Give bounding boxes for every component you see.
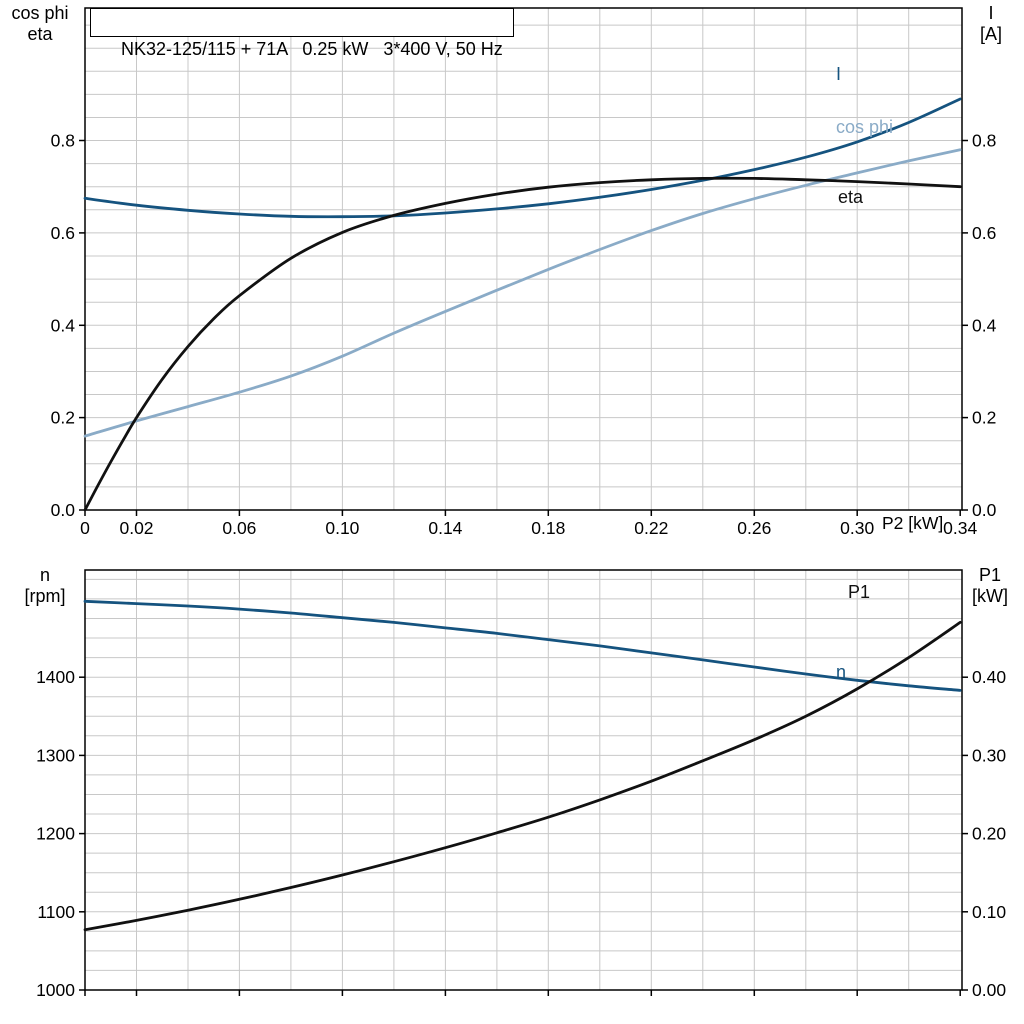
curve-label-current: I [836, 64, 842, 84]
y-tick-label-left: 1400 [36, 667, 75, 687]
curve-eta [83, 176, 962, 512]
curve-cos-phi [83, 148, 962, 438]
chart-title: NK32-125/115 + 71A 0.25 kW 3*400 V, 50 H… [121, 39, 503, 59]
bottom-left-axis-title: n [rpm] [10, 565, 80, 607]
y-tick-label-left: 0.4 [51, 315, 76, 335]
y-tick-label-left: 0.8 [51, 131, 75, 151]
y-tick-label-left: 1200 [36, 824, 75, 844]
left-axis-title-line2: eta [27, 24, 53, 44]
left-axis-title-line1: cos phi [11, 3, 69, 23]
top-left-axis-title: cos phi eta [2, 3, 78, 45]
top-right-axis-title: I [A] [968, 3, 1014, 45]
curve-label-n: n [836, 662, 847, 682]
x-tick-label: 0.18 [531, 518, 565, 538]
y-tick-label-right: 0.6 [972, 223, 996, 243]
plot-frame [84, 569, 963, 991]
y-tick-label-right: 0.4 [972, 315, 997, 335]
y-tick-label-right: 0.10 [972, 902, 1006, 922]
y-tick-label-left: 0.2 [51, 408, 75, 428]
y-tick-label-left: 1100 [37, 902, 75, 922]
rpm-axis-title-line1: n [39, 565, 50, 585]
y-tick-label-left: 1000 [36, 980, 75, 1000]
right-axis-title-line1: I [988, 3, 994, 23]
curve-P1 [83, 621, 962, 932]
p1-axis-title-line1: P1 [978, 565, 1002, 585]
bottom-chart: 1000 1100 1200 1300 1400 0.00 0.10 0.20 0.30 0.40 [36, 569, 1006, 1000]
right-axis-title-line2: [A] [979, 24, 1002, 44]
x-tick-label: 0.26 [737, 518, 771, 538]
p1-axis-title-line2: [kW] [972, 586, 1008, 606]
x-tick-label: 0.02 [119, 518, 153, 538]
y-tick-label-left: 1300 [36, 745, 75, 765]
y-tick-label-left: 0.6 [51, 223, 75, 243]
x-tick-label: 0.30 [840, 518, 874, 538]
x-tick-label: 0.06 [222, 518, 256, 538]
bottom-right-axis-title: P1 [kW] [964, 565, 1016, 607]
y-tick-label-right: 0.0 [972, 500, 997, 520]
y-tick-label-right: 0.20 [972, 824, 1006, 844]
y-tick-label-right: 0.30 [972, 745, 1006, 765]
x-tick-label: 0.10 [325, 518, 359, 538]
curve-n [83, 599, 962, 692]
x-tick-label: 0.34 [943, 518, 977, 538]
y-tick-label-right: 0.40 [972, 667, 1006, 687]
x-tick-label: 0.22 [634, 518, 668, 538]
rpm-axis-title-line2: [rpm] [24, 586, 66, 606]
curve-I [83, 97, 962, 219]
x-tick-label: 0.14 [428, 518, 462, 538]
y-tick-label-left: 0.0 [51, 500, 76, 520]
x-tick-label: 0 [80, 518, 90, 538]
x-axis-title: P2 [kW] [882, 513, 944, 533]
chart-title-box: NK32-125/115 + 71A 0.25 kW 3*400 V, 50 H… [90, 8, 514, 59]
curve-label-p1: P1 [848, 582, 871, 602]
y-tick-label-right: 0.8 [972, 131, 996, 151]
y-tick-label-right: 0.00 [972, 980, 1006, 1000]
top-chart: 0 0.02 0.06 0.10 0.14 0.18 0.22 0.26 0.30 0.340.0… [51, 7, 997, 538]
plot-frame [84, 7, 963, 511]
curve-label-eta: eta [838, 187, 864, 207]
y-tick-label-right: 0.2 [972, 408, 996, 428]
curve-label-cos-phi: cos phi [836, 117, 894, 137]
